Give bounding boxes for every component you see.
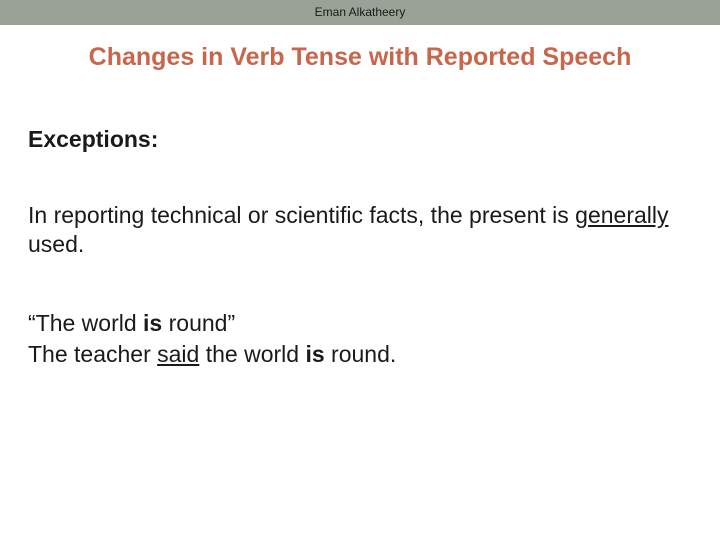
para1-underlined: generally bbox=[575, 202, 668, 228]
line2-pre: The teacher bbox=[28, 341, 157, 367]
exceptions-heading: Exceptions: bbox=[28, 126, 692, 153]
example-bold-is-2: is bbox=[305, 341, 324, 367]
example-block: “The world is round” The teacher said th… bbox=[28, 308, 692, 370]
example-line-1: “The world is round” bbox=[28, 308, 692, 339]
exceptions-paragraph: In reporting technical or scientific fac… bbox=[28, 201, 692, 260]
slide: Eman Alkatheery Changes in Verb Tense wi… bbox=[0, 0, 720, 540]
example-line-2: The teacher said the world is round. bbox=[28, 339, 692, 370]
para1-post: used. bbox=[28, 231, 84, 257]
slide-title: Changes in Verb Tense with Reported Spee… bbox=[0, 43, 720, 72]
line2-post: round. bbox=[325, 341, 397, 367]
example-bold-is-1: is bbox=[143, 310, 162, 336]
line2-said: said bbox=[157, 341, 199, 367]
author-label: Eman Alkatheery bbox=[315, 5, 406, 19]
line2-mid: the world bbox=[199, 341, 305, 367]
content-area: Exceptions: In reporting technical or sc… bbox=[0, 126, 720, 370]
quote-open: “The world bbox=[28, 310, 143, 336]
para1-pre: In reporting technical or scientific fac… bbox=[28, 202, 575, 228]
header-bar: Eman Alkatheery bbox=[0, 0, 720, 25]
quote-rest: round” bbox=[162, 310, 235, 336]
